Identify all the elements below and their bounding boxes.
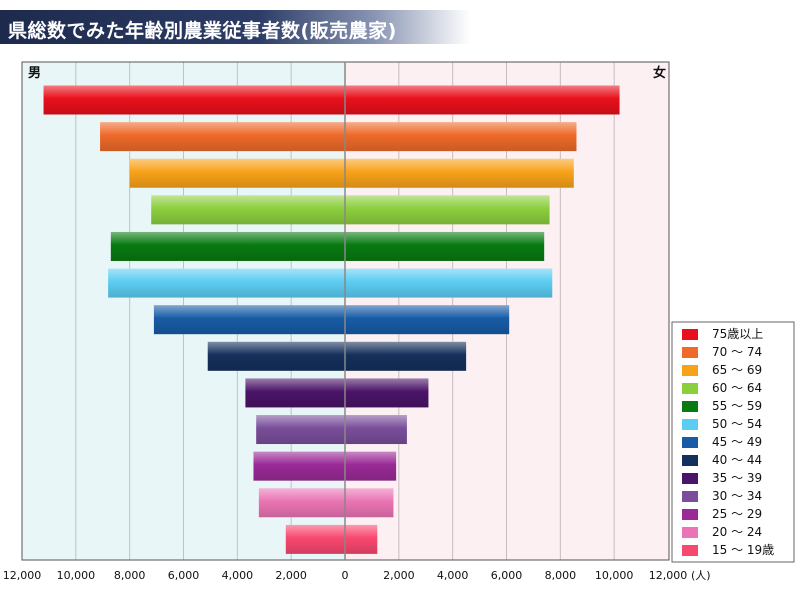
- x-tick-label-right: 8,000: [545, 569, 577, 582]
- chart-title: 県総数でみた年齢別農業従事者数(販売農家): [8, 20, 397, 42]
- female-bar-1: [345, 85, 620, 115]
- legend-swatch: [682, 383, 698, 394]
- male-bar-12: [258, 488, 345, 518]
- female-bar-7: [345, 305, 510, 335]
- legend-swatch: [682, 437, 698, 448]
- x-tick-label-right: 12,000: [649, 569, 688, 582]
- male-bar-2: [100, 122, 345, 152]
- female-bar-6: [345, 268, 553, 298]
- male-bar-1: [43, 85, 346, 115]
- female-bar-9: [345, 378, 429, 408]
- male-bar-3: [129, 158, 345, 188]
- legend-label: 15 ～ 19歳: [712, 543, 774, 557]
- legend-swatch: [682, 347, 698, 358]
- x-tick-label-right: 10,000: [595, 569, 634, 582]
- x-tick-label-left: 4,000: [222, 569, 254, 582]
- female-bar-12: [345, 488, 394, 518]
- legend-label: 25 ～ 29: [712, 507, 762, 521]
- legend-label: 70 ～ 74: [712, 345, 762, 359]
- male-bar-8: [207, 341, 345, 371]
- x-tick-label-right: 6,000: [491, 569, 523, 582]
- x-tick-label-right: 4,000: [437, 569, 469, 582]
- x-unit-label: (人): [691, 569, 711, 582]
- legend-swatch: [682, 545, 698, 556]
- male-bar-11: [253, 451, 345, 481]
- legend-label: 35 ～ 39: [712, 471, 762, 485]
- female-bar-5: [345, 231, 545, 261]
- male-bar-9: [245, 378, 345, 408]
- legend-label: 65 ～ 69: [712, 363, 762, 377]
- legend-swatch: [682, 329, 698, 340]
- x-tick-label-right: 2,000: [383, 569, 415, 582]
- legend-label: 50 ～ 54: [712, 417, 762, 431]
- x-tick-label-left: 2,000: [275, 569, 307, 582]
- legend-swatch: [682, 419, 698, 430]
- legend-swatch: [682, 401, 698, 412]
- legend-label: 30 ～ 34: [712, 489, 762, 503]
- legend-label: 55 ～ 59: [712, 399, 762, 413]
- legend-swatch: [682, 509, 698, 520]
- male-bar-6: [108, 268, 345, 298]
- legend-swatch: [682, 455, 698, 466]
- female-bar-13: [345, 524, 378, 554]
- female-bar-10: [345, 415, 407, 445]
- legend-swatch: [682, 527, 698, 538]
- female-side-label: 女: [653, 65, 666, 81]
- x-tick-label-left: 0: [342, 569, 349, 582]
- legend-swatch: [682, 473, 698, 484]
- male-bar-7: [153, 305, 345, 335]
- x-tick-label-left: 6,000: [168, 569, 200, 582]
- legend-label: 60 ～ 64: [712, 381, 762, 395]
- female-bar-8: [345, 341, 467, 371]
- x-tick-label-left: 8,000: [114, 569, 146, 582]
- female-bar-2: [345, 122, 577, 152]
- female-bar-3: [345, 158, 574, 188]
- female-bar-4: [345, 195, 550, 225]
- legend-label: 45 ～ 49: [712, 435, 762, 449]
- male-bar-5: [110, 231, 345, 261]
- legend-swatch: [682, 491, 698, 502]
- legend-label: 40 ～ 44: [712, 453, 762, 467]
- male-bar-10: [256, 415, 345, 445]
- legend-label: 20 ～ 24: [712, 525, 762, 539]
- male-side-label: 男: [28, 66, 41, 81]
- male-bar-13: [285, 524, 345, 554]
- x-tick-label-left: 10,000: [57, 569, 96, 582]
- legend-swatch: [682, 365, 698, 376]
- legend-label: 75歳以上: [712, 327, 763, 341]
- title-banner: 県総数でみた年齢別農業従事者数(販売農家): [0, 10, 470, 44]
- female-bar-11: [345, 451, 397, 481]
- x-tick-label-left: 12,000: [3, 569, 42, 582]
- male-bar-4: [151, 195, 345, 225]
